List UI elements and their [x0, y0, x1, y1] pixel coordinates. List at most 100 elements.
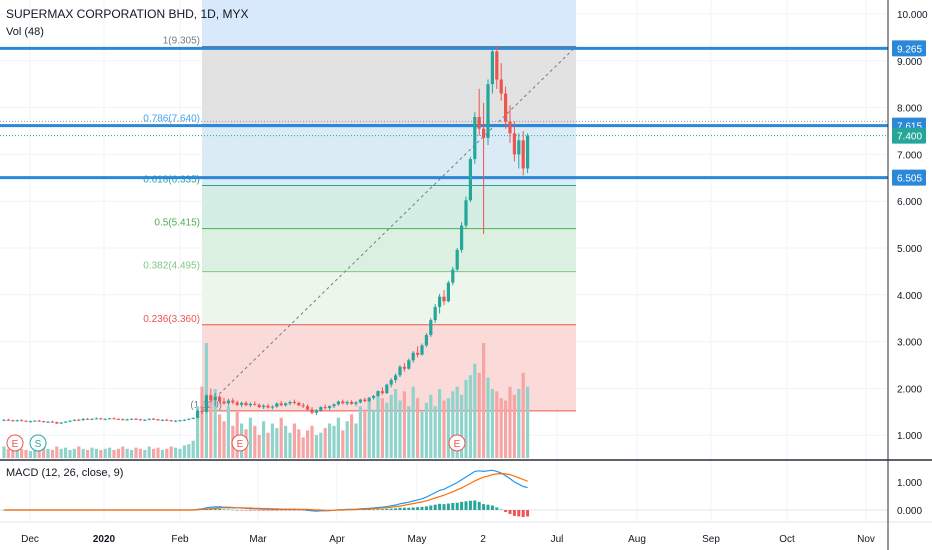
- candle-body: [46, 421, 50, 423]
- macd-histogram-bar: [407, 507, 411, 510]
- candle-body: [152, 418, 156, 420]
- volume-bar: [464, 379, 468, 458]
- volume-bar: [323, 428, 327, 458]
- macd-histogram-bar: [464, 501, 468, 510]
- volume-bar: [257, 435, 261, 458]
- candle-body: [15, 420, 19, 422]
- candle-body: [90, 418, 94, 420]
- candle-body: [42, 421, 46, 423]
- volume-bar: [297, 429, 301, 458]
- macd-histogram-bar: [416, 507, 420, 510]
- time-tick-0: Dec: [21, 534, 39, 545]
- macd-indicator-label[interactable]: MACD (12, 26, close, 9): [6, 467, 124, 479]
- volume-bar: [477, 372, 481, 458]
- candle-body: [482, 128, 486, 139]
- price-tick-4: 6.000: [897, 197, 922, 208]
- fibonacci-retracement[interactable]: 1(9.305) 0.786(7.640) 0.618(6.335) 0.5(5.41…: [143, 0, 577, 412]
- macd-histogram-bar: [442, 504, 446, 510]
- candle-body: [301, 405, 305, 407]
- macd-histogram-bar: [455, 502, 459, 510]
- time-tick-3: Mar: [249, 534, 267, 545]
- volume-bar: [68, 449, 72, 458]
- volume-bar: [328, 423, 332, 458]
- macd-histogram-bar: [473, 500, 477, 510]
- volume-bar: [402, 391, 406, 458]
- price-tick-5: 5.000: [897, 244, 922, 255]
- volume-bar: [490, 389, 494, 458]
- volume-bar: [455, 386, 459, 458]
- volume-bar: [253, 425, 257, 458]
- candle-body: [231, 400, 235, 403]
- volume-bar: [521, 372, 525, 458]
- candle-body: [156, 419, 160, 421]
- candle-body: [424, 335, 428, 346]
- time-tick-4: Apr: [329, 534, 345, 545]
- volume-bar: [152, 448, 156, 458]
- candle-body: [319, 407, 323, 411]
- fib-zone-0: [202, 46, 576, 125]
- volume-bar: [429, 394, 433, 458]
- volume-bar: [512, 394, 516, 458]
- volume-indicator-label[interactable]: Vol (48): [6, 26, 44, 38]
- volume-bar: [438, 389, 442, 458]
- volume-bar: [191, 440, 195, 458]
- volume-bar: [200, 386, 204, 458]
- macd-histogram-bar: [222, 509, 226, 510]
- candle-body: [398, 366, 402, 376]
- candle-body: [438, 296, 442, 307]
- volume-bar: [319, 432, 323, 458]
- price-tick-9: 1.000: [897, 431, 922, 442]
- macd-histogram-bar: [253, 510, 257, 511]
- volume-bar: [134, 447, 138, 458]
- volume-bar: [222, 421, 226, 458]
- candle-body: [464, 200, 468, 226]
- volume-bar: [165, 448, 169, 458]
- macd-histogram-bar: [460, 501, 464, 510]
- candle-body: [147, 418, 151, 420]
- volume-bar: [433, 406, 437, 458]
- macd-histogram-bar: [438, 503, 442, 510]
- volume-bar: [2, 446, 6, 458]
- price-tick-6: 4.000: [897, 291, 922, 302]
- candle-body: [468, 159, 472, 201]
- macd-histogram-bar: [240, 510, 244, 511]
- symbol-title[interactable]: SUPERMAX CORPORATION BHD, 1D, MYX: [6, 7, 249, 21]
- volume-bar: [196, 406, 200, 458]
- candle-body: [134, 418, 138, 420]
- event-marker-1: [29, 434, 47, 452]
- volume-bar: [385, 402, 389, 458]
- macd-histogram-bar: [402, 507, 406, 510]
- candle-body: [130, 418, 134, 420]
- volume-bar: [420, 412, 424, 458]
- volume-bar: [345, 421, 349, 458]
- macd-histogram-bar: [367, 509, 371, 510]
- event-marker-label-0: E: [12, 439, 19, 450]
- volume-bar: [116, 448, 120, 458]
- macd-histogram-bar: [433, 504, 437, 510]
- volume-bar: [156, 447, 160, 458]
- volume-bar: [6, 448, 10, 458]
- candle-body: [521, 140, 525, 169]
- candlestick-series: [2, 45, 530, 424]
- macd-histogram-bar: [446, 503, 450, 510]
- volume-bar: [284, 425, 288, 458]
- candle-body: [402, 366, 406, 369]
- volume-bar: [46, 448, 50, 458]
- candle-body: [2, 419, 6, 421]
- macd-histogram-bar: [266, 510, 270, 511]
- horizontal-levels[interactable]: [0, 46, 888, 180]
- candle-body: [328, 406, 332, 409]
- price-tick-3: 7.000: [897, 150, 922, 161]
- macd-histogram-bar: [372, 509, 376, 510]
- volume-bar: [306, 430, 310, 458]
- volume-bar: [121, 446, 125, 458]
- volume-bar: [451, 391, 455, 458]
- volume-bar: [517, 389, 521, 458]
- volume-bar: [363, 412, 367, 458]
- candle-body: [411, 352, 415, 361]
- price-label-1: 7.615: [897, 122, 922, 133]
- volume-bar: [213, 389, 217, 458]
